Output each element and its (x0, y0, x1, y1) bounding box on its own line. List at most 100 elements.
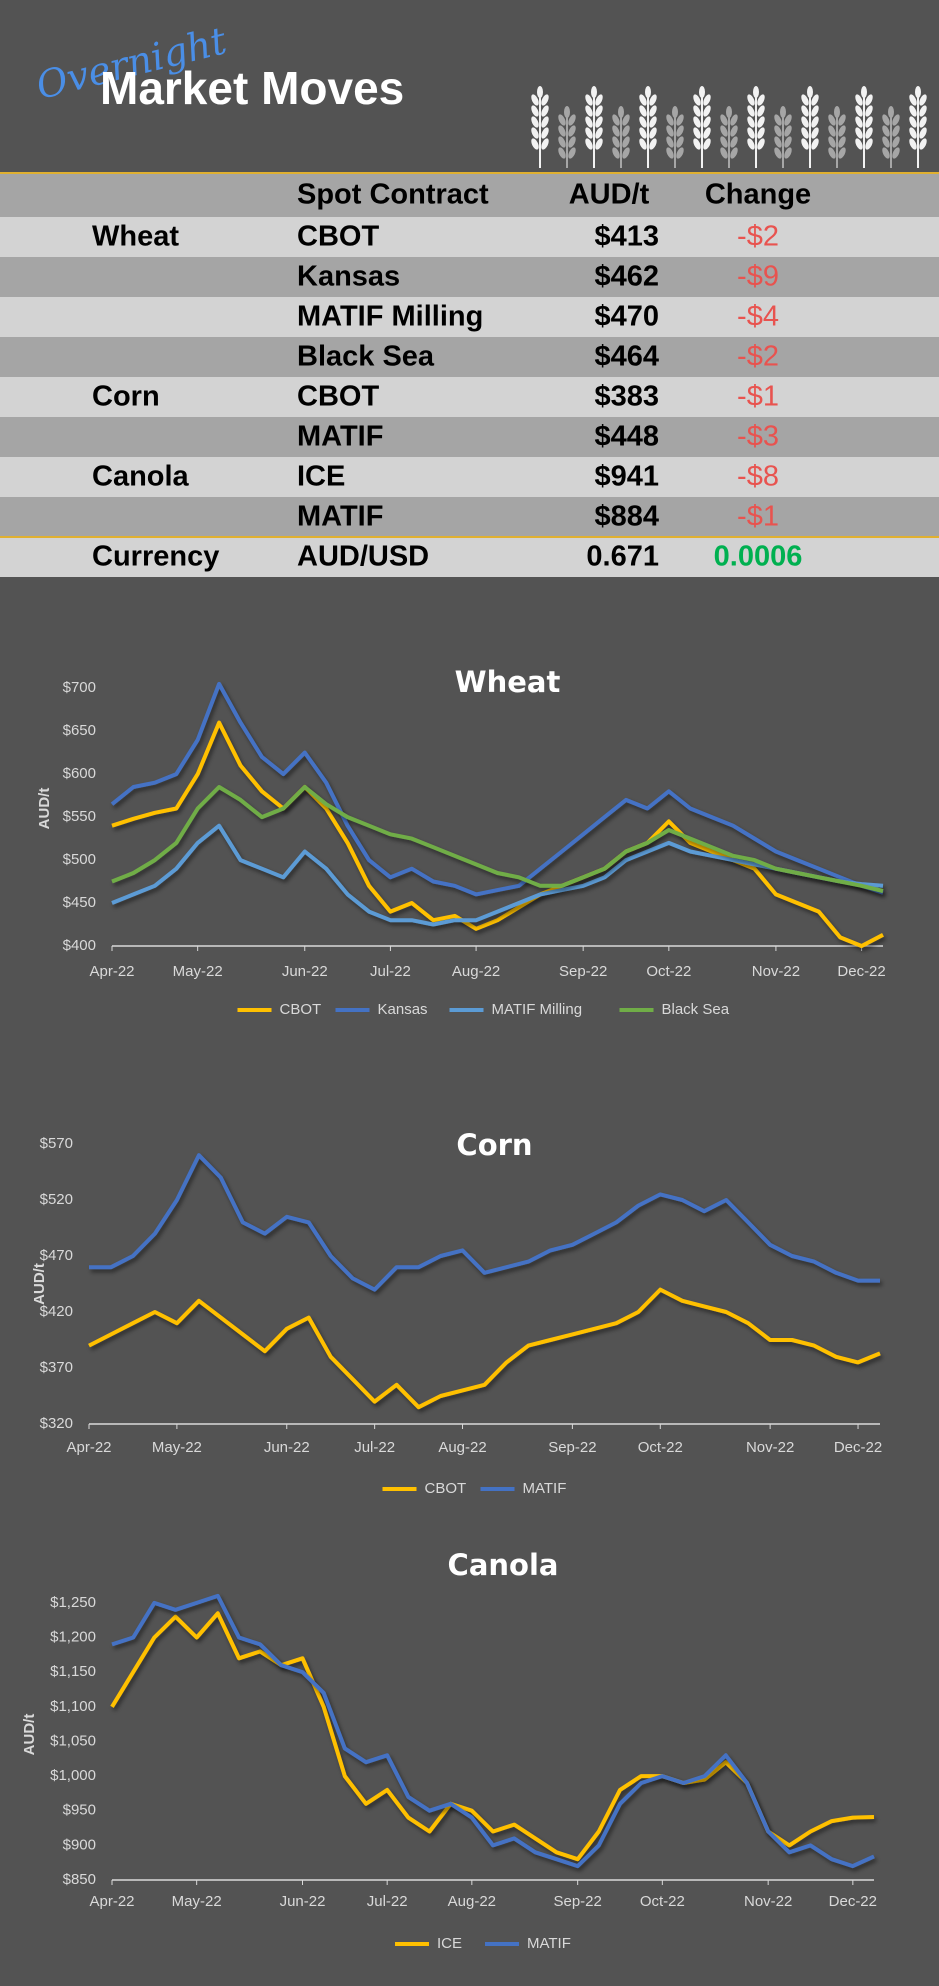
grain (595, 127, 603, 139)
series-line (111, 1593, 875, 1869)
grain (919, 127, 927, 139)
grain (855, 116, 863, 128)
grain (855, 105, 863, 117)
y-tick-label: $600 (63, 765, 96, 782)
grain (811, 94, 819, 106)
change: -$1 (737, 381, 779, 413)
x-tick-label: Jul-22 (370, 963, 411, 980)
grain (747, 127, 755, 139)
contract: Black Sea (297, 341, 435, 373)
grain (780, 106, 786, 118)
grain (909, 138, 917, 150)
grain (693, 94, 701, 106)
grain (774, 114, 782, 126)
series-line (88, 1287, 881, 1410)
price: $941 (594, 461, 659, 493)
table-row (0, 497, 939, 537)
change: -$8 (737, 461, 779, 493)
contract: CBOT (297, 381, 379, 413)
grain (892, 114, 900, 126)
grain (666, 114, 674, 126)
grain (828, 114, 836, 126)
change: -$9 (737, 261, 779, 293)
price: $448 (594, 421, 659, 453)
grain (612, 125, 620, 137)
grain (591, 86, 597, 98)
group-label: Canola (92, 461, 190, 493)
grain (915, 86, 921, 98)
grain (865, 105, 873, 117)
grain (747, 94, 755, 106)
change: -$4 (737, 301, 779, 333)
y-tick-label: $550 (63, 808, 96, 825)
grain (622, 136, 630, 148)
y-tick-label: $950 (63, 1802, 96, 1819)
x-tick-label: Jul-22 (367, 1893, 408, 1910)
table-row (0, 417, 939, 457)
grain (585, 138, 593, 150)
grain (703, 105, 711, 117)
grain (726, 106, 732, 118)
table-row (0, 457, 939, 497)
y-tick-label: $320 (40, 1415, 73, 1432)
table-row (0, 257, 939, 297)
grain (531, 105, 539, 117)
grain (892, 136, 900, 148)
grain (757, 116, 765, 128)
grain (801, 138, 809, 150)
grain (838, 114, 846, 126)
grain (676, 136, 684, 148)
grain (801, 94, 809, 106)
grain (882, 147, 890, 159)
grain (730, 125, 738, 137)
grain (558, 114, 566, 126)
grain (730, 136, 738, 148)
change: -$3 (737, 421, 779, 453)
grain (541, 116, 549, 128)
x-tick-label: Oct-22 (646, 963, 691, 980)
grain (747, 138, 755, 150)
grain (558, 125, 566, 137)
grain (865, 127, 873, 139)
grain (757, 94, 765, 106)
grain (784, 125, 792, 137)
grain (720, 125, 728, 137)
grain (811, 138, 819, 150)
grain (568, 125, 576, 137)
legend-label: Black Sea (662, 1001, 730, 1018)
y-tick-label: $900 (63, 1836, 96, 1853)
grain (564, 106, 570, 118)
grain (703, 127, 711, 139)
grain (622, 147, 630, 159)
legend-label: MATIF Milling (492, 1001, 583, 1018)
grain (909, 116, 917, 128)
chart-title: Canola (448, 1548, 559, 1582)
grain (828, 147, 836, 159)
price: $464 (594, 341, 659, 373)
grain (585, 127, 593, 139)
y-tick-label: $1,150 (50, 1663, 96, 1680)
x-tick-label: May-22 (172, 1893, 222, 1910)
grain (784, 136, 792, 148)
y-axis-label: AUD/t (31, 1263, 48, 1305)
x-tick-label: Aug-22 (448, 1893, 496, 1910)
grain (649, 127, 657, 139)
y-tick-label: $370 (40, 1359, 73, 1376)
grain (649, 105, 657, 117)
grain (909, 127, 917, 139)
grain (541, 94, 549, 106)
grain (784, 114, 792, 126)
x-tick-label: Nov-22 (752, 963, 800, 980)
grain (703, 116, 711, 128)
grain (807, 86, 813, 98)
contract: MATIF (297, 501, 383, 533)
grain (703, 138, 711, 150)
grain (558, 147, 566, 159)
change: -$2 (737, 221, 779, 253)
y-tick-label: $470 (40, 1247, 73, 1264)
y-tick-label: $570 (40, 1135, 73, 1152)
legend-label: MATIF (527, 1935, 571, 1952)
group-label: Corn (92, 381, 160, 413)
legend-label: CBOT (280, 1001, 322, 1018)
